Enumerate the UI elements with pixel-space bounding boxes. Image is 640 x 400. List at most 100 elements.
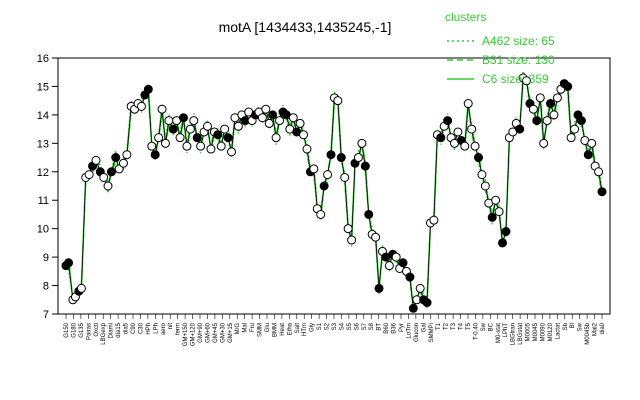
x-tick-label: S6 xyxy=(354,322,360,330)
x-tick-label: dia15 xyxy=(116,322,122,337)
x-tick-label: Mal xyxy=(243,323,249,333)
x-tick-label: S5 xyxy=(347,322,353,330)
data-point xyxy=(552,93,562,103)
legend-title: clusters xyxy=(445,10,486,24)
x-tick-label: HPh xyxy=(146,323,152,335)
x-tick-label: M0045b xyxy=(585,322,591,344)
data-point xyxy=(175,133,185,143)
data-point xyxy=(528,104,538,114)
x-tick-label: T1 xyxy=(436,322,442,330)
x-tick-label: Glucon xyxy=(414,323,420,342)
data-point xyxy=(323,170,333,180)
data-point xyxy=(374,283,384,293)
data-point xyxy=(463,99,473,109)
data-point xyxy=(168,124,178,134)
legend-label: A462 size: 65 xyxy=(482,34,555,48)
data-point xyxy=(326,150,336,160)
x-tick-label: G180 xyxy=(71,322,77,337)
x-tick-label: ferm xyxy=(176,323,182,335)
data-point xyxy=(415,283,425,293)
data-point xyxy=(257,113,267,123)
data-point xyxy=(106,167,116,177)
x-tick-label: T2 xyxy=(444,322,450,330)
data-point xyxy=(189,116,199,126)
data-point xyxy=(196,141,206,151)
data-point xyxy=(398,258,408,268)
x-tick-label: G150 xyxy=(64,322,70,337)
data-point xyxy=(563,81,573,91)
x-tick-label: B36 xyxy=(392,322,398,333)
data-point xyxy=(515,124,525,134)
data-point xyxy=(532,116,542,126)
data-point xyxy=(268,110,278,120)
x-tick-label: GM+30 xyxy=(220,322,226,343)
data-point xyxy=(594,167,604,177)
data-point xyxy=(391,252,401,262)
x-tick-label: S7 xyxy=(362,322,368,330)
x-tick-label: S1 xyxy=(317,322,323,330)
data-point xyxy=(223,133,233,143)
x-tick-label: nit xyxy=(168,323,174,330)
x-tick-label: Sw xyxy=(578,322,584,331)
x-tick-label: BC xyxy=(488,322,494,331)
x-tick-label: GM+45 xyxy=(213,322,219,343)
x-tick-label: GM+60 xyxy=(205,322,211,343)
x-tick-label: M0-stat xyxy=(496,323,502,343)
data-point xyxy=(185,124,195,134)
data-point xyxy=(371,232,381,242)
data-point xyxy=(76,283,86,293)
x-tick-label: S8 xyxy=(369,322,375,330)
data-point xyxy=(347,235,357,245)
x-tick-label: LBGstat xyxy=(518,323,524,345)
data-point xyxy=(319,181,329,191)
data-point xyxy=(150,150,160,160)
data-point xyxy=(535,93,545,103)
data-point xyxy=(522,76,532,86)
x-tick-label: Salt xyxy=(295,323,301,334)
data-point xyxy=(216,141,226,151)
data-point xyxy=(178,113,188,123)
data-point xyxy=(340,172,350,182)
x-tick-label: T3 xyxy=(451,322,457,330)
x-tick-label: M0120 xyxy=(548,322,554,341)
x-tick-label: LBGexp xyxy=(101,322,107,344)
data-point xyxy=(336,153,346,163)
y-axis: 7 8 9 10 11 12 13 14 15 16 xyxy=(37,53,58,321)
x-tick-label: M/G xyxy=(235,323,241,335)
y-tick-label: 7 xyxy=(43,309,49,321)
x-tick-label: B60 xyxy=(384,322,390,333)
data-point xyxy=(583,150,593,160)
data-point xyxy=(491,195,501,205)
data-point xyxy=(299,130,309,140)
legend-label: B31 size: 130 xyxy=(482,53,555,67)
y-tick-label: 11 xyxy=(38,195,49,207)
data-point xyxy=(220,124,230,134)
data-point xyxy=(539,138,549,148)
data-point xyxy=(147,141,157,151)
data-point xyxy=(136,101,146,111)
x-tick-label: Fru xyxy=(250,323,256,332)
x-tick-label: SMMPi xyxy=(429,323,435,342)
data-point xyxy=(206,144,216,154)
data-point xyxy=(111,153,121,163)
data-point xyxy=(494,207,504,217)
x-tick-label: Pairas xyxy=(86,323,92,340)
data-point xyxy=(264,118,274,128)
data-point xyxy=(271,133,281,143)
y-tick-label: 10 xyxy=(37,224,49,236)
x-tick-label: GM+120 xyxy=(191,322,197,346)
y-tick-label: 15 xyxy=(37,81,49,93)
data-point xyxy=(501,227,511,237)
x-tick-label: SMM xyxy=(258,323,264,337)
data-point xyxy=(597,187,607,197)
x-tick-label: C30 xyxy=(138,322,144,334)
x-tick-label: Heat xyxy=(280,323,286,336)
x-tick-label: HTm xyxy=(302,323,308,336)
x-tick-label: S3 xyxy=(332,322,338,330)
y-tick-label: 16 xyxy=(37,53,49,65)
x-axis: G150 G180 G135 Pairas Oxctl LBGexp Diami dia15 d… xyxy=(64,314,606,346)
x-tick-label: Sb xyxy=(563,322,569,330)
data-point xyxy=(408,303,418,313)
legend-label: C6 size: 359 xyxy=(482,72,549,86)
data-point xyxy=(477,170,487,180)
